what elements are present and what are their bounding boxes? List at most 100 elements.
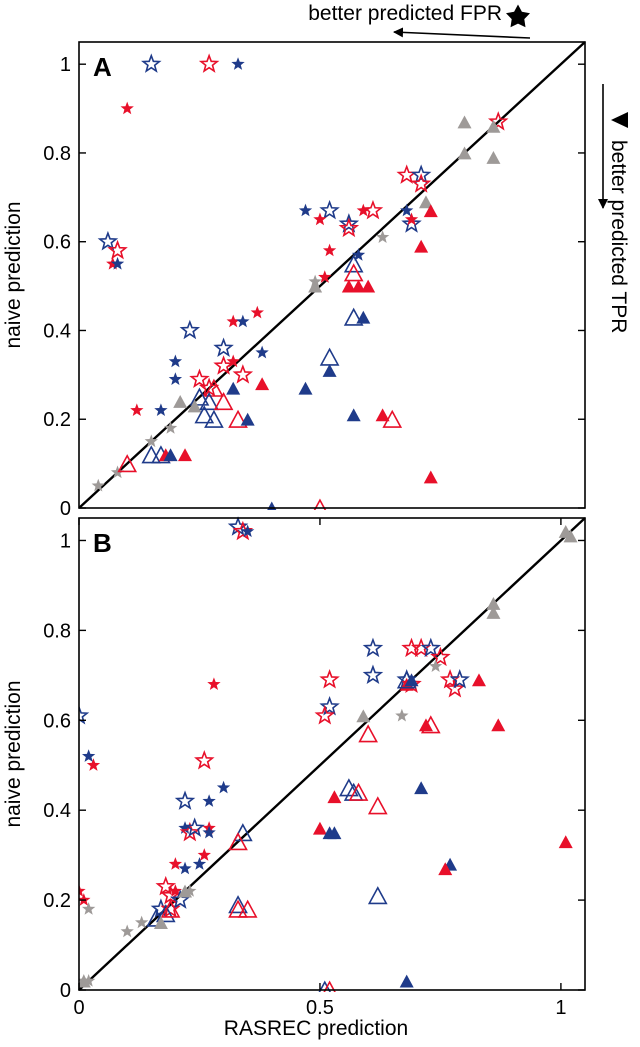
data-point-star [318, 270, 332, 283]
data-point-star [410, 173, 432, 193]
data-point-triangle [153, 916, 168, 930]
data-point-star [198, 377, 220, 397]
data-point-triangle [213, 391, 234, 411]
data-point-star [444, 678, 466, 698]
data-point-star [97, 230, 119, 251]
x-axis-label: RASREC prediction [224, 1017, 408, 1040]
data-point-star [298, 203, 313, 217]
y-tick-label: 1 [60, 54, 71, 76]
x-tick-label: 0.5 [306, 997, 334, 1019]
data-point-star [255, 345, 269, 359]
data-point-triangle [298, 381, 313, 395]
y-tick-label: 0.6 [43, 710, 71, 732]
data-point-star [141, 53, 162, 73]
data-point-star [428, 659, 443, 673]
data-point-star [120, 101, 134, 115]
x-tick-label: 1 [555, 997, 566, 1019]
data-point-triangle [486, 150, 501, 164]
data-point-star [213, 355, 234, 375]
data-point-star [375, 230, 390, 243]
data-point-star [395, 708, 409, 722]
y-tick-label: 1 [60, 530, 71, 552]
data-point-triangle [358, 724, 378, 743]
data-point-triangle [233, 823, 253, 842]
data-point-triangle [204, 378, 224, 397]
data-point-star [168, 354, 183, 368]
triangle-filled-icon [611, 112, 628, 128]
data-point-triangle [312, 821, 327, 835]
data-point-star [91, 478, 105, 492]
data-point-star [338, 217, 360, 238]
y-tick-label: 0.8 [43, 620, 71, 642]
data-point-triangle [356, 310, 371, 324]
data-point-star [189, 368, 210, 389]
data-point-star [194, 749, 215, 770]
data-point-star [362, 637, 384, 658]
data-point-triangle [255, 377, 270, 391]
data-point-star [144, 434, 158, 448]
data-point-star [232, 364, 254, 384]
data-point-star [420, 637, 442, 658]
data-point-star [107, 239, 128, 260]
identity-line [78, 517, 586, 991]
data-point-triangle [438, 862, 453, 876]
data-point-star [319, 199, 340, 220]
data-point-triangle [237, 899, 258, 918]
data-point-triangle [240, 412, 255, 426]
data-point-star [236, 314, 250, 328]
data-point-star [86, 758, 101, 771]
data-point-triangle [178, 884, 193, 898]
data-point-triangle [346, 408, 361, 422]
data-point-star [231, 57, 245, 70]
data-point-triangle [199, 391, 219, 411]
panel-label: A [93, 52, 112, 82]
data-point-star [241, 524, 255, 538]
y-tick-label: 0 [60, 980, 71, 1002]
data-point-star [130, 403, 144, 417]
data-point-star [79, 705, 90, 725]
data-point-star [401, 213, 422, 233]
data-point-triangle [343, 263, 364, 282]
data-point-triangle [423, 470, 438, 484]
plot-frame [78, 41, 586, 509]
annotation-arrow-left [393, 27, 531, 39]
data-point-triangle [423, 204, 438, 218]
data-point-triangle [319, 347, 340, 366]
data-point-triangle [226, 381, 241, 395]
data-point-triangle [228, 832, 248, 851]
y-tick-label: 0.4 [43, 800, 71, 822]
data-point-star [183, 884, 197, 897]
y-tick-label: 0.2 [43, 890, 71, 912]
data-point-triangle [117, 454, 138, 473]
annotation-better-tpr: better predicted TPR [607, 140, 630, 333]
data-point-star [430, 646, 451, 667]
data-point-triangle [563, 529, 578, 543]
data-point-triangle [486, 596, 501, 610]
data-point-triangle [418, 195, 433, 209]
data-point-triangle [367, 886, 388, 905]
data-point-triangle [471, 673, 486, 687]
data-point-triangle [339, 778, 359, 797]
data-point-triangle [155, 904, 176, 923]
data-point-triangle [356, 709, 371, 723]
data-point-star [207, 677, 221, 690]
data-point-triangle [160, 899, 181, 918]
data-point-star [110, 256, 125, 270]
data-point-triangle [491, 718, 506, 732]
data-point-star [168, 372, 183, 385]
annotation-better-fpr: better predicted FPR [308, 2, 502, 25]
y-tick-label: 0 [60, 498, 71, 520]
data-point-star [155, 875, 177, 896]
panel-label: B [93, 528, 112, 558]
data-point-triangle [457, 115, 472, 129]
data-point-star [351, 248, 366, 261]
data-point-star [449, 669, 470, 689]
data-point-triangle [486, 119, 501, 133]
y-axis-label: naive prediction [2, 680, 25, 827]
data-point-triangle [341, 279, 356, 293]
data-point-triangle [322, 363, 337, 377]
data-point-star [192, 857, 207, 870]
